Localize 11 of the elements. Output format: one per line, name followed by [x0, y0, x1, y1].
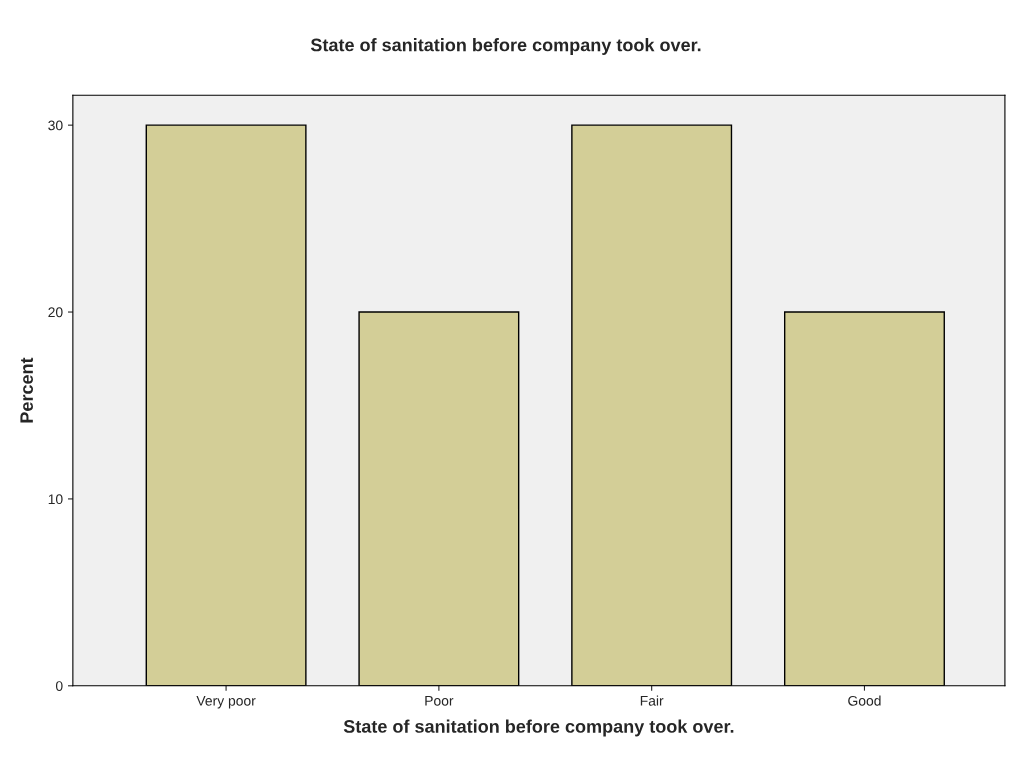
- x-tick-label: Fair: [640, 695, 664, 706]
- y-tick-label: 20: [48, 307, 63, 318]
- y-tick-label: 30: [48, 120, 63, 131]
- y-tick-label: 10: [48, 494, 63, 505]
- y-tick-label: 0: [55, 681, 63, 691]
- chart-title: State of sanitation before company took over.: [310, 38, 701, 55]
- x-tick-label: Very poor: [196, 696, 256, 709]
- x-tick-label: Poor: [425, 696, 454, 706]
- x-tick-label: Good: [848, 695, 881, 706]
- x-axis-title: State of sanitation before company took over.: [343, 719, 734, 737]
- y-axis-title: Percent: [20, 357, 34, 423]
